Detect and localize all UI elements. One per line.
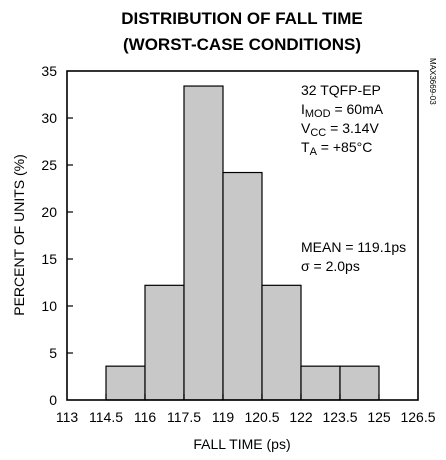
y-tick-label: 5 <box>49 345 57 361</box>
condition-line-2: IMOD = 60mA <box>301 101 384 120</box>
y-tick-label: 0 <box>49 392 57 408</box>
condition-line-4: TA = +85°C <box>301 139 372 158</box>
histogram-bar-4 <box>222 171 263 401</box>
y-tick-label: 25 <box>41 157 57 173</box>
histogram-bar-6 <box>300 365 341 401</box>
statistic-line-1: MEAN = 119.1ps <box>301 239 406 255</box>
histogram-bar-7 <box>339 365 380 401</box>
chart-title-line-1: DISTRIBUTION OF FALL TIME <box>121 9 362 28</box>
x-tick-label: 126.5 <box>400 409 435 425</box>
x-tick-label: 123.5 <box>322 409 357 425</box>
x-tick-label: 125 <box>367 409 391 425</box>
plot-frame <box>66 70 419 401</box>
y-axis-ticks: 0 5 10 15 20 25 30 35 <box>41 63 73 408</box>
histogram-bar-2 <box>144 284 185 401</box>
y-axis-label: PERCENT OF UNITS (%) <box>11 154 27 316</box>
part-code-label: MAX3669-03 <box>428 58 437 105</box>
histogram-bars <box>105 85 380 401</box>
condition-line-3: VCC = 3.14V <box>301 120 379 139</box>
y-tick-label: 15 <box>41 251 57 267</box>
y-tick-label: 20 <box>41 204 57 220</box>
histogram-bar-5 <box>261 284 302 401</box>
x-tick-label: 122 <box>289 409 313 425</box>
condition-line-1: 32 TQFP-EP <box>301 82 381 98</box>
histogram-bar-3 <box>183 85 224 401</box>
x-tick-label: 114.5 <box>89 409 123 425</box>
statistics-annotation: MEAN = 119.1ps σ = 2.0ps <box>301 239 406 274</box>
x-tick-label: 119 <box>212 409 235 425</box>
histogram-bar-1 <box>105 365 146 401</box>
chart-title: DISTRIBUTION OF FALL TIME (WORST-CASE CO… <box>121 9 362 54</box>
x-tick-label: 117.5 <box>167 409 201 425</box>
y-tick-label: 35 <box>41 63 57 79</box>
x-tick-label: 113 <box>56 409 79 425</box>
x-tick-label: 116 <box>134 409 157 425</box>
y-tick-label: 10 <box>41 298 57 314</box>
x-axis-ticks: 113 114.5 116 117.5 119 120.5 122 123.5 125 126.5 <box>56 394 436 425</box>
y-tick-label: 30 <box>41 110 57 126</box>
x-axis-label: FALL TIME (ps) <box>193 436 290 452</box>
statistic-line-2: σ = 2.0ps <box>301 258 360 274</box>
x-tick-label: 120.5 <box>244 409 279 425</box>
chart-title-line-2: (WORST-CASE CONDITIONS) <box>123 35 361 54</box>
